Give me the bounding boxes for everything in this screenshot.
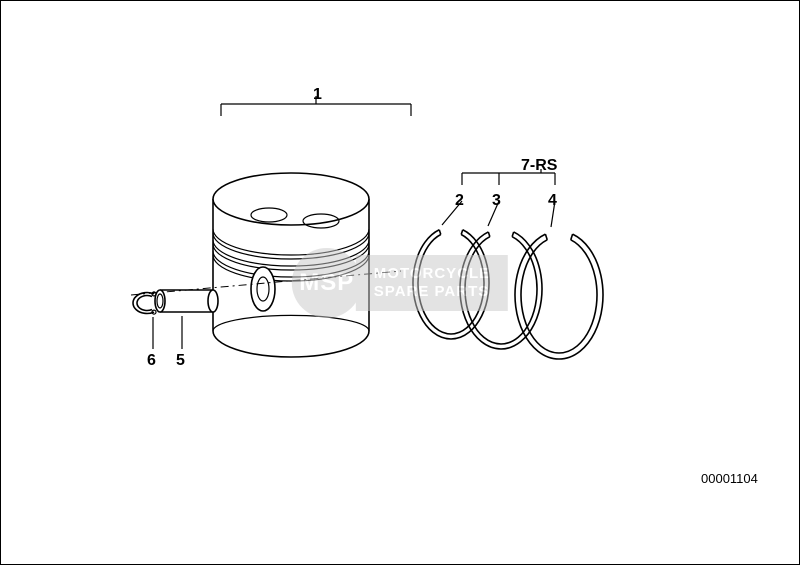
callout-7rs: 7-RS — [521, 157, 557, 175]
diagram-canvas — [1, 1, 800, 566]
part-number: 00001104 — [701, 471, 758, 486]
callout-6: 6 — [147, 352, 156, 370]
callout-4: 4 — [548, 192, 557, 210]
callout-3: 3 — [492, 192, 501, 210]
callout-1: 1 — [313, 86, 322, 104]
callout-5: 5 — [176, 352, 185, 370]
callout-2: 2 — [455, 192, 464, 210]
